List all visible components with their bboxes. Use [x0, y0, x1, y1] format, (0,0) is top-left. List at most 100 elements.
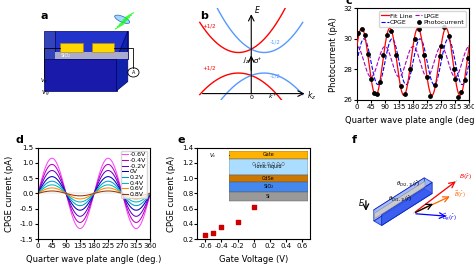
Ellipse shape [115, 15, 130, 23]
Fit Line [383, 39, 389, 42]
Fit Line [429, 94, 435, 97]
CPGE [466, 60, 472, 63]
Photocurrent [423, 75, 431, 79]
CPGE [417, 37, 423, 40]
Photocurrent [445, 33, 453, 38]
Polygon shape [374, 189, 432, 226]
-0.4V [35, 192, 41, 195]
Text: e: e [177, 135, 185, 145]
Photocurrent [392, 53, 400, 58]
0V [101, 177, 107, 180]
0V [120, 193, 126, 196]
Text: $k^+$: $k^+$ [268, 92, 278, 101]
0.6V [86, 195, 92, 198]
Line: 0.4V: 0.4V [38, 185, 150, 202]
Photocurrent [358, 27, 365, 31]
0V [133, 208, 139, 212]
-0.4V [101, 165, 107, 169]
Line: -0.4V: -0.4V [38, 164, 150, 222]
Text: f: f [351, 135, 356, 145]
Photocurrent [440, 24, 448, 29]
0V [147, 192, 153, 195]
Text: +1/2: +1/2 [202, 23, 216, 28]
Line: LPGE: LPGE [357, 46, 469, 77]
Legend: -0.6V, -0.4V, -0.2V, 0V, 0.2V, 0.4V, 0.6V, 0.8V: -0.6V, -0.4V, -0.2V, 0V, 0.2V, 0.4V, 0.6… [121, 151, 147, 198]
X-axis label: Quarter wave plate angle (deg.): Quarter wave plate angle (deg.) [27, 255, 162, 264]
Fit Line [405, 82, 410, 85]
0V [64, 194, 70, 197]
Polygon shape [92, 43, 114, 52]
Line: 0.6V: 0.6V [38, 188, 150, 199]
LPGE [405, 54, 411, 57]
0.6V [147, 192, 153, 195]
Line: -0.2V: -0.2V [38, 170, 150, 216]
-0.2V [101, 171, 107, 174]
Photocurrent [427, 94, 434, 98]
Text: $j_z$: $j_z$ [243, 56, 250, 66]
Photocurrent [420, 53, 428, 57]
Line: Fit Line: Fit Line [357, 28, 469, 95]
Polygon shape [44, 31, 55, 59]
0.6V [35, 192, 41, 195]
Text: $V_g$: $V_g$ [41, 89, 50, 99]
-0.6V [147, 192, 153, 195]
0V [35, 192, 41, 195]
Text: $\vec{B}_R(\hat{r})$: $\vec{B}_R(\hat{r})$ [442, 212, 456, 223]
Point [234, 220, 241, 225]
-0.2V [147, 192, 153, 195]
-0.6V [86, 211, 92, 214]
Polygon shape [374, 178, 424, 221]
0.8V [86, 193, 92, 196]
Text: -1/2: -1/2 [270, 74, 281, 79]
Point [218, 225, 225, 229]
-0.2V [120, 193, 126, 196]
Text: b: b [200, 11, 208, 21]
0.6V [55, 188, 61, 191]
Photocurrent [458, 89, 465, 94]
0.4V [35, 192, 41, 195]
-0.4V [64, 195, 70, 198]
Photocurrent [416, 27, 423, 31]
Polygon shape [374, 178, 432, 214]
Text: A: A [132, 70, 135, 75]
Text: $\vec{B}(\hat{r})$: $\vec{B}(\hat{r})$ [454, 189, 465, 200]
0V [55, 179, 61, 182]
Line: -0.6V: -0.6V [38, 158, 150, 229]
Point [298, 153, 306, 157]
Photocurrent [455, 95, 462, 100]
Text: SiO₂: SiO₂ [60, 53, 71, 58]
CPGE [439, 56, 445, 60]
Text: +1/2: +1/2 [202, 65, 216, 70]
Polygon shape [374, 181, 425, 219]
Text: $E$: $E$ [254, 4, 260, 15]
Fit Line [354, 44, 360, 47]
0.4V [133, 200, 139, 204]
0.8V [110, 190, 116, 193]
-0.6V [110, 162, 116, 165]
0.4V [86, 196, 92, 200]
X-axis label: Gate Voltage (V): Gate Voltage (V) [219, 255, 288, 264]
-0.2V [35, 192, 41, 195]
0.6V [133, 197, 139, 200]
Photocurrent [374, 91, 381, 96]
0.2V [101, 181, 107, 184]
Text: $\theta_{D(2,1)}(\hat{r})$: $\theta_{D(2,1)}(\hat{r})$ [396, 179, 420, 189]
-0.6V [101, 160, 107, 163]
0.4V [49, 183, 55, 186]
0.4V [147, 192, 153, 195]
Polygon shape [44, 59, 117, 91]
Text: -1/2: -1/2 [270, 39, 281, 44]
Polygon shape [55, 52, 128, 59]
LPGE [439, 45, 445, 48]
-0.2V [110, 172, 116, 176]
Fit Line [429, 94, 435, 97]
CPGE [383, 56, 389, 59]
Point [210, 231, 217, 235]
Photocurrent [387, 29, 395, 33]
-0.2V [49, 169, 55, 172]
-0.4V [86, 208, 92, 211]
CPGE [374, 82, 380, 86]
0.8V [147, 192, 153, 195]
Text: $k_z$: $k_z$ [308, 89, 317, 102]
0.2V [147, 192, 153, 195]
